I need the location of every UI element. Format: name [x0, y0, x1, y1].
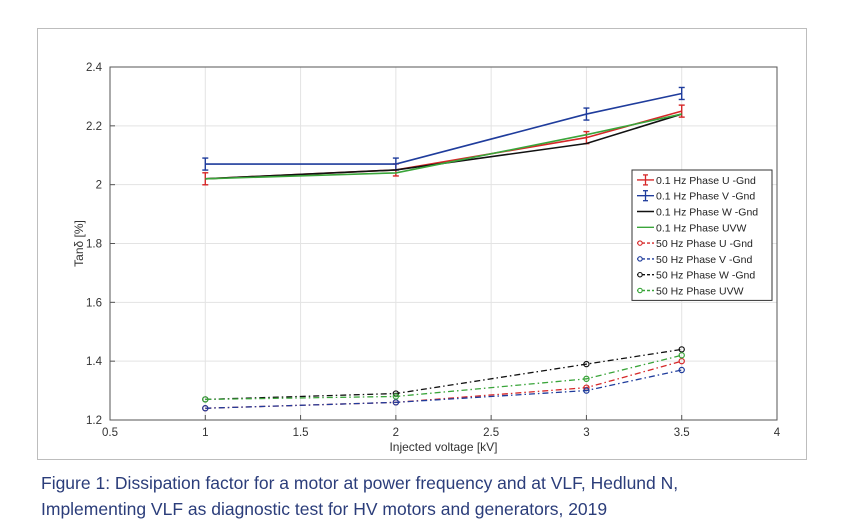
- legend-label: 0.1 Hz Phase W -Gnd: [656, 207, 758, 219]
- figure-caption: Figure 1: Dissipation factor for a motor…: [41, 470, 831, 522]
- series-0: [202, 104, 685, 186]
- data-point: [202, 405, 209, 412]
- legend-entry: 50 Hz Phase W -Gnd: [637, 270, 755, 282]
- y-tick-label: 2: [96, 180, 102, 192]
- data-point: [583, 360, 590, 368]
- ticks: 0.5 1 1.5 2 2.5 3 3.5 4 1.2 1.4 1.6 1.8 2 2.2 2.4: [86, 62, 781, 439]
- data-point: [678, 352, 685, 359]
- series-line: [205, 369, 682, 409]
- legend-entry: 0.1 Hz Phase U -Gnd: [637, 174, 756, 187]
- series-line: [205, 113, 682, 180]
- legend-label: 0.1 Hz Phase UVW: [656, 222, 747, 234]
- series-line: [205, 354, 682, 401]
- y-tick-label: 2.2: [86, 121, 102, 133]
- series-2: [205, 113, 682, 180]
- legend-entry: 0.1 Hz Phase UVW: [637, 222, 747, 234]
- y-tick-label: 1.6: [86, 297, 102, 309]
- data-point: [678, 366, 685, 374]
- chart: 0.5 1 1.5 2 2.5 3 3.5 4 1.2 1.4 1.6 1.8 2 2.2 2.4 Inje…: [72, 62, 781, 454]
- series-3: [205, 113, 682, 180]
- legend-label: 50 Hz Phase U -Gnd: [656, 238, 753, 250]
- x-tick-label: 2: [393, 427, 399, 439]
- legend-label: 50 Hz Phase UVW: [656, 286, 744, 298]
- series-line: [205, 92, 682, 165]
- series-line: [205, 348, 682, 401]
- legend-label: 50 Hz Phase V -Gnd: [656, 254, 752, 266]
- legend-entry: 0.1 Hz Phase W -Gnd: [637, 207, 758, 219]
- x-tick-label: 1.5: [293, 427, 309, 439]
- series-6: [202, 346, 685, 403]
- y-tick-label: 1.4: [86, 356, 103, 368]
- legend-entry: 50 Hz Phase UVW: [637, 286, 744, 298]
- x-tick-label: 1: [202, 427, 208, 439]
- data-point: [678, 86, 685, 101]
- legend-label: 50 Hz Phase W -Gnd: [656, 270, 755, 282]
- y-axis-label: Tanδ [%]: [72, 220, 86, 267]
- caption-line-1: Figure 1: Dissipation factor for a motor…: [41, 473, 679, 493]
- legend-entry: 50 Hz Phase V -Gnd: [637, 254, 752, 266]
- x-axis-label: Injected voltage [kV]: [389, 440, 497, 454]
- y-tick-label: 2.4: [86, 62, 103, 74]
- data-point: [202, 157, 209, 171]
- series-line: [205, 110, 682, 180]
- legend-label: 0.1 Hz Phase V -Gnd: [656, 191, 755, 203]
- x-tick-label: 3: [583, 427, 589, 439]
- data-point: [583, 387, 590, 394]
- y-tick-label: 1.8: [86, 239, 102, 251]
- data-point: [583, 375, 590, 383]
- x-tick-label: 4: [774, 427, 781, 439]
- series-7: [202, 352, 685, 403]
- data-point: [392, 393, 400, 400]
- data-point: [678, 357, 685, 365]
- y-tick-label: 1.2: [86, 415, 102, 427]
- legend-box: [631, 169, 773, 301]
- data-point: [202, 396, 209, 403]
- x-tick-label: 3.5: [674, 427, 690, 439]
- caption-line-2: Implementing VLF as diagnostic test for …: [41, 499, 608, 519]
- x-tick-label: 2.5: [483, 427, 499, 439]
- series-5: [202, 366, 685, 412]
- series-line: [205, 113, 682, 180]
- data-point: [678, 346, 685, 353]
- data-point: [678, 104, 685, 118]
- data-point: [392, 399, 400, 406]
- x-tick-label: 0.5: [102, 427, 118, 439]
- legend-label: 0.1 Hz Phase U -Gnd: [656, 175, 756, 187]
- series: [202, 86, 685, 412]
- series-line: [205, 360, 682, 409]
- legend-entry: 50 Hz Phase U -Gnd: [637, 238, 753, 250]
- legend: 0.1 Hz Phase U -Gnd 0.1 Hz Phase V -Gnd 0.…: [631, 169, 773, 301]
- data-point: [583, 107, 590, 121]
- legend-entry: 0.1 Hz Phase V -Gnd: [637, 190, 755, 203]
